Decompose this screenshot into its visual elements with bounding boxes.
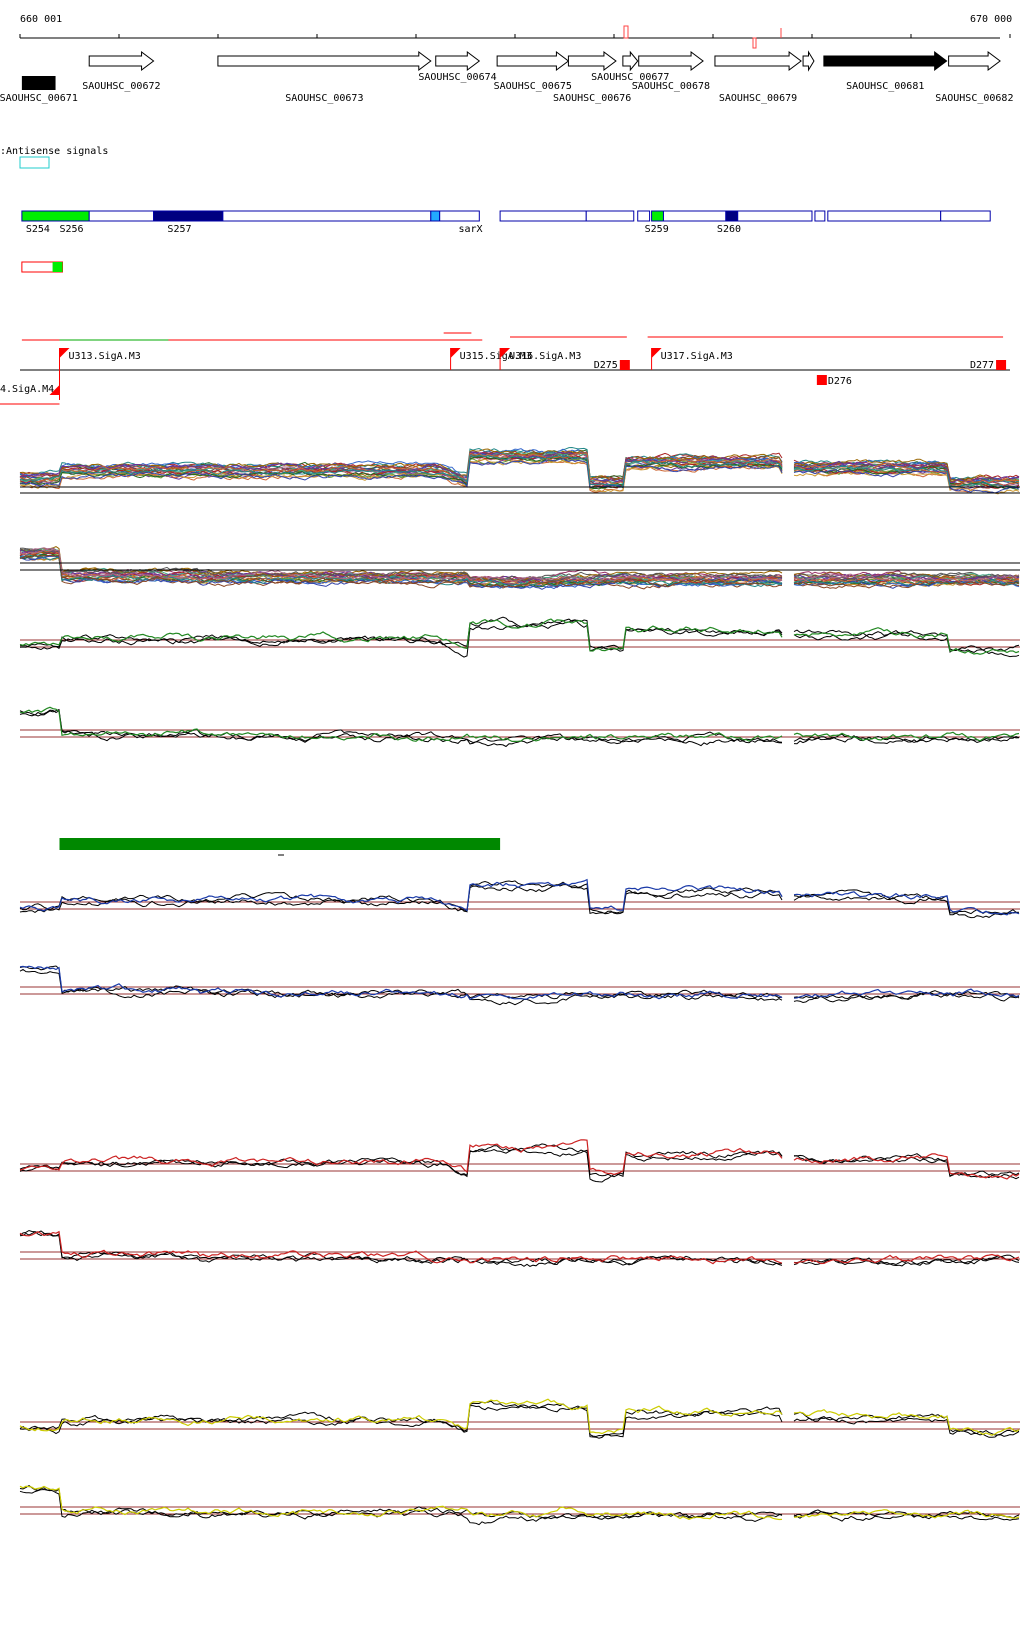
segment-label: sarX [459,224,483,235]
terminator-mark [619,360,630,370]
gene-arrow [496,51,570,71]
track-line-sample [19,618,1020,655]
ruler-start-label: 660 001 [20,14,62,25]
segment-box [662,210,727,222]
small-marker [21,261,63,273]
profile-line [19,458,1020,494]
gene-label: SAOUHSC_00676 [553,93,631,104]
track-line-reference [19,1400,1020,1439]
promoter-flag [450,348,461,358]
gene-label: SAOUHSC_00671 [0,93,78,104]
gene-arrow [567,51,617,71]
promoter-label: U315.SigA.M3 [460,351,532,362]
expression-profile-bottom [19,546,1020,590]
ruler-mark [623,25,629,39]
gene-track: SAOUHSC_00671 SAOUHSC_00672 SAOUHSC_00673 S… [0,50,1013,104]
gene-arrow [823,51,948,71]
segment-box [499,210,587,222]
marker-fill [52,262,63,272]
gene-arrow [948,51,1001,71]
promoter-flag [59,348,70,358]
profile-line [19,549,1020,587]
segment-box [651,210,664,222]
gene-arrow [435,51,481,71]
terminator-mark [996,360,1007,370]
gene-label: SAOUHSC_00675 [494,81,572,92]
terminator-label: D276 [828,376,852,387]
segment-box [725,210,739,222]
segment-box [222,210,432,222]
gene-arrow [88,51,155,71]
gene-arrow [622,50,639,72]
segment-box [153,210,224,222]
profile-line [19,548,1020,582]
track-line-sample [19,878,1020,916]
track-line-sample [19,965,1020,1001]
profile-line [19,548,1020,583]
gene-label: SAOUHSC_00672 [82,81,160,92]
segment-box [439,210,480,222]
highlight-bar-box [59,838,501,850]
track-line-reference [19,1229,1020,1266]
gene-arrow [714,51,802,71]
segment-label: S257 [167,224,191,235]
gene-arrow [802,50,815,72]
terminator-label: D277 [970,360,994,371]
expression-profile-top [19,446,1020,495]
profile-line [19,454,1020,488]
profile-line [19,554,1020,589]
promoter-flag [500,348,511,358]
track-line-sample [19,1139,1020,1180]
segment-box [637,210,651,222]
antisense-legend: :Antisense signals [0,146,108,169]
segment-box [430,210,441,222]
promoter-label: 4.SigA.M4 [0,384,54,395]
antisense-legend-label: :Antisense signals [0,146,108,157]
promoter-label: U317.SigA.M3 [661,351,733,362]
segments-track: S254 S256 S257 sarX S259 S260 [21,210,991,235]
segment-box [814,210,826,222]
terminator-mark [816,375,827,385]
ruler-end-label: 670 000 [970,14,1012,25]
segment-label: S259 [645,224,669,235]
gene-arrow [217,51,432,71]
track-line-sample [19,1398,1020,1436]
gene-label: SAOUHSC_00674 [418,72,496,83]
gene-label: SAOUHSC_00673 [285,93,363,104]
segment-label: S256 [60,224,84,235]
segment-label: S260 [717,224,741,235]
promoter-flag [651,348,662,358]
antisense-legend-swatch [19,156,50,169]
gene-label: SAOUHSC_00682 [935,93,1013,104]
segment-box [585,210,635,222]
track-line-sample [19,706,1020,742]
segment-label: S254 [26,224,50,235]
promoter-label: U313.SigA.M3 [69,351,141,362]
segment-box [21,210,90,222]
gene-arrow [21,76,56,90]
coordinate-ruler: 660 001 670 000 [19,14,1012,49]
segment-box [737,210,813,222]
condition-tracks [19,616,1020,1526]
track-line-sample [19,1485,1020,1521]
highlight-bar [59,838,501,856]
track-line-reference [19,1403,1020,1438]
promoter-flag [49,385,60,395]
track-line-reference [19,883,1020,919]
gene-label: SAOUHSC_00679 [719,93,797,104]
profile-line [19,448,1020,483]
segment-box [88,210,155,222]
terminator-label: D275 [594,360,618,371]
ruler-mark [752,37,757,49]
track-line-sample [19,1230,1020,1265]
gene-arrow [638,51,704,71]
gene-label: SAOUHSC_00681 [846,81,924,92]
promoter-label: U316.SigA.M3 [509,351,581,362]
segment-box [827,210,942,222]
gene-label: SAOUHSC_00677 [591,72,669,83]
segment-box [940,210,991,222]
gene-label: SAOUHSC_00678 [632,81,710,92]
